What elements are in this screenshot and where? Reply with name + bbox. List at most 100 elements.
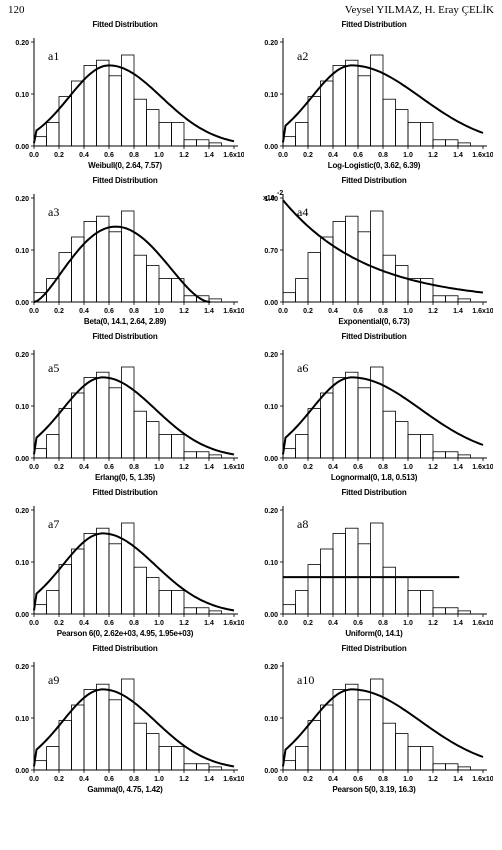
panel-tag: a5	[48, 361, 59, 375]
histogram-bar	[159, 435, 172, 458]
histogram-bar	[296, 279, 309, 302]
x-tick-label: 0.2	[303, 308, 313, 315]
x-tick-label: 1.2	[428, 776, 438, 783]
histogram-bar	[333, 221, 346, 302]
y-tick-label: 0.20	[264, 664, 278, 671]
chart-panel: Fitted Distribution0.00.20.40.60.81.01.2…	[255, 488, 493, 638]
histogram-bar	[109, 700, 122, 770]
page: 120 Veysel YILMAZ, H. Eray ÇELİK Fitted …	[0, 0, 502, 804]
histogram-bar	[59, 97, 72, 146]
histogram-bar	[109, 76, 122, 146]
chart-panel: Fitted Distribution0.00.20.40.60.81.01.2…	[6, 176, 244, 326]
histogram-bar	[358, 700, 371, 770]
histogram-bar	[421, 747, 434, 770]
y-tick-label: 0.20	[15, 352, 29, 359]
panel-caption: Weibull(0, 2.64, 7.57)	[6, 161, 244, 170]
histogram-bar	[184, 452, 197, 458]
x-tick-label: 1.4	[204, 620, 214, 627]
x-tick-label: 0.8	[129, 776, 139, 783]
y-tick-label: 0.20	[264, 508, 278, 515]
x-tick-label: 0.8	[129, 620, 139, 627]
x-tick-label: 0.4	[328, 308, 338, 315]
panel-tag: a2	[297, 49, 308, 63]
chart-panel: Fitted Distribution0.00.20.40.60.81.01.2…	[255, 644, 493, 794]
histogram-bar	[147, 110, 160, 146]
x-tick-label: 1.0	[403, 776, 413, 783]
x-tick-label: 1.6x10	[472, 308, 493, 315]
x-tick-label: 0.2	[54, 464, 64, 471]
y-tick-label: 0.10	[15, 248, 29, 255]
y-tick-label: 0.00	[15, 612, 29, 619]
x-tick-label: 0.6	[353, 776, 363, 783]
x-tick-label: 0.4	[328, 464, 338, 471]
x-tick-label: 1.4	[453, 152, 463, 159]
y-tick-label: 0.10	[15, 92, 29, 99]
histogram-bar	[396, 422, 409, 458]
histogram-bar	[197, 140, 210, 146]
x-tick-label: 1.4	[204, 308, 214, 315]
x-tick-label: 0.8	[129, 308, 139, 315]
x-tick-label: 1.0	[154, 776, 164, 783]
y-tick-label: 0.00	[15, 300, 29, 307]
histogram-bar	[321, 81, 334, 146]
histogram-bar	[84, 689, 97, 770]
x-tick-label: 1.2	[428, 152, 438, 159]
histogram-bar	[358, 544, 371, 614]
y-tick-label: 0.20	[264, 352, 278, 359]
histogram-bar	[172, 747, 185, 770]
histogram-bar	[308, 565, 321, 614]
x-tick-label: 1.2	[179, 464, 189, 471]
x-tick-label: 0.8	[129, 152, 139, 159]
histogram-bar	[346, 528, 359, 614]
y-tick-label: 0.00	[15, 768, 29, 775]
chart-panel: Fitted Distribution0.00.20.40.60.81.01.2…	[255, 176, 493, 326]
histogram-bar	[197, 452, 210, 458]
chart-svg: 0.00.20.40.60.81.01.21.41.6x1010.000.100…	[6, 654, 244, 784]
histogram-bar	[134, 411, 147, 458]
histogram-bar	[421, 591, 434, 614]
x-tick-label: 0.6	[104, 776, 114, 783]
x-tick-label: 0.4	[328, 620, 338, 627]
y-tick-label: 0.20	[15, 508, 29, 515]
histogram-bar	[283, 605, 296, 614]
x-tick-label: 1.4	[453, 620, 463, 627]
histogram-bar	[122, 523, 135, 614]
histogram-bar	[184, 296, 197, 302]
histogram-bar	[172, 123, 185, 146]
x-tick-label: 1.6x10	[472, 776, 493, 783]
histogram-bar	[358, 388, 371, 458]
x-tick-label: 0.4	[79, 152, 89, 159]
histogram-bar	[358, 232, 371, 302]
histogram-bar	[109, 544, 122, 614]
panel-tag: a9	[48, 673, 59, 687]
x-tick-label: 0.6	[353, 152, 363, 159]
x-tick-label: 1.0	[403, 464, 413, 471]
chart-panel: Fitted Distribution0.00.20.40.60.81.01.2…	[6, 20, 244, 170]
histogram-bar	[383, 411, 396, 458]
histogram-bar	[333, 65, 346, 146]
panel-title: Fitted Distribution	[6, 20, 244, 29]
y-tick-label: 0.00	[15, 456, 29, 463]
x-tick-label: 0.0	[278, 776, 288, 783]
histogram-bar	[333, 689, 346, 770]
x-tick-label: 0.4	[328, 152, 338, 159]
histogram-bar	[321, 393, 334, 458]
x-tick-label: 1.6x10	[472, 620, 493, 627]
y-tick-label: 0.00	[264, 768, 278, 775]
panel-tag: a8	[297, 517, 308, 531]
panel-caption: Beta(0, 14.1, 2.64, 2.89)	[6, 317, 244, 326]
panel-caption: Pearson 5(0, 3.19, 16.3)	[255, 785, 493, 794]
header-left: 120	[8, 4, 25, 16]
x-tick-label: 0.4	[328, 776, 338, 783]
histogram-bar	[446, 608, 459, 614]
x-tick-label: 0.8	[378, 620, 388, 627]
histogram-bar	[296, 435, 309, 458]
panel-title: Fitted Distribution	[255, 176, 493, 185]
x-tick-label: 0.2	[54, 308, 64, 315]
x-tick-label: 1.0	[154, 308, 164, 315]
y-tick-label: 0.10	[264, 92, 278, 99]
y-tick-label: 0.10	[264, 716, 278, 723]
histogram-bar	[383, 255, 396, 302]
x-tick-label: 0.2	[303, 152, 313, 159]
histogram-bar	[321, 237, 334, 302]
